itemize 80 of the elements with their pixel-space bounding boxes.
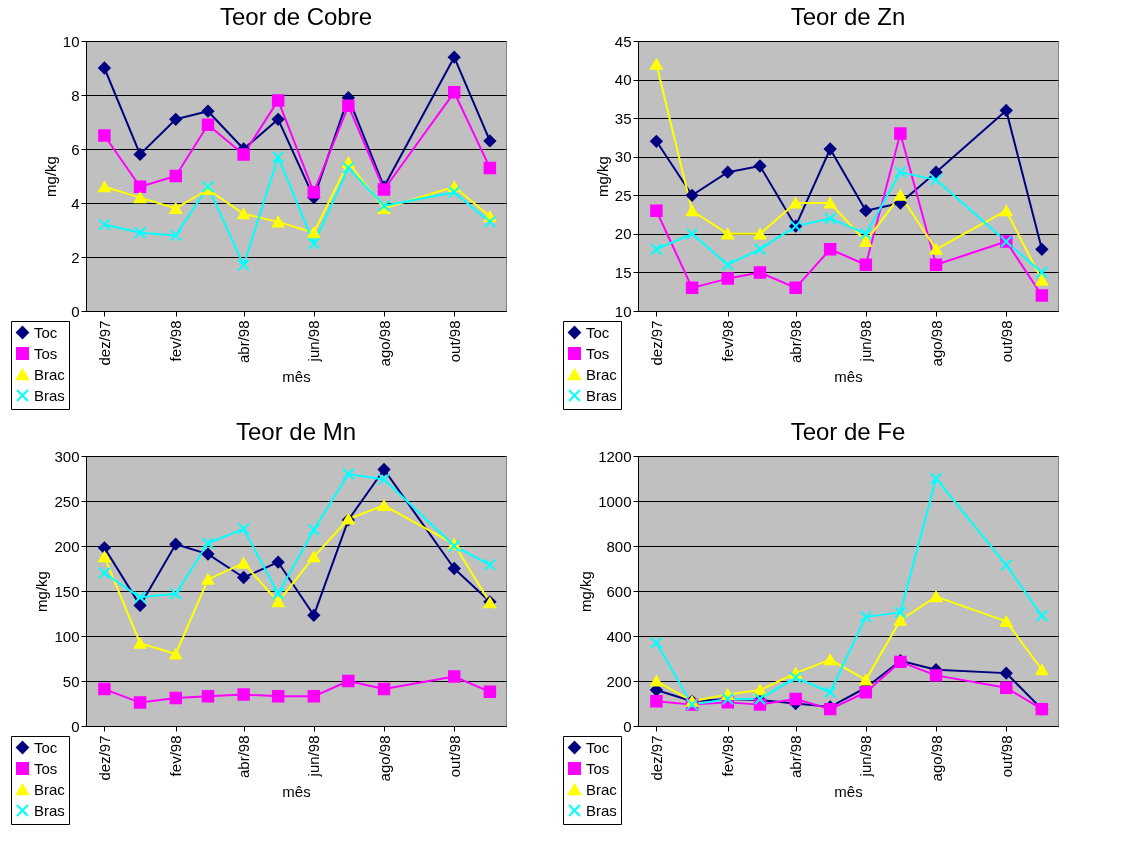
y-tick-label: 200 — [54, 537, 80, 555]
x-tick-label: jun/98 — [857, 320, 875, 363]
y-tick-label: 45 — [614, 32, 632, 50]
x-tick-label: dez/97 — [95, 735, 113, 781]
y-tick-label: 0 — [71, 302, 80, 320]
legend-label: Toc — [586, 323, 610, 341]
legend-label: Bras — [34, 801, 65, 819]
x-axis-title: mês — [282, 783, 311, 801]
y-tick-label: 2 — [71, 248, 80, 266]
legend-label: Tos — [586, 344, 610, 362]
y-tick-label: 30 — [614, 148, 632, 166]
x-tick-label: abr/98 — [787, 735, 805, 779]
y-tick-label: 250 — [54, 492, 80, 510]
x-axis-title: mês — [282, 368, 311, 386]
y-tick-label: 1200 — [598, 447, 632, 465]
legend-label: Brac — [586, 365, 618, 383]
x-tick-label: dez/97 — [95, 320, 113, 366]
legend-label: Bras — [586, 386, 617, 404]
legend-label: Toc — [586, 738, 610, 756]
y-tick-label: 150 — [54, 582, 80, 600]
legend-label: Brac — [34, 780, 66, 798]
legend-label: Brac — [34, 365, 66, 383]
x-tick-label: ago/98 — [375, 735, 393, 782]
x-tick-label: out/98 — [445, 735, 463, 778]
y-tick-label: 50 — [62, 672, 80, 690]
legend-label: Tos — [586, 759, 610, 777]
x-axis-title: mês — [834, 368, 863, 386]
y-tick-label: 0 — [623, 717, 632, 735]
y-tick-label: 4 — [71, 194, 80, 212]
x-tick-label: abr/98 — [235, 735, 253, 779]
y-tick-label: 1000 — [598, 492, 632, 510]
y-tick-label: 400 — [606, 627, 632, 645]
y-tick-label: 10 — [614, 302, 632, 320]
x-tick-label: fev/98 — [167, 320, 185, 362]
x-tick-label: abr/98 — [235, 320, 253, 364]
y-tick-label: 6 — [71, 140, 80, 158]
y-tick-label: 15 — [614, 263, 632, 281]
x-tick-label: out/98 — [997, 320, 1015, 363]
x-tick-label: fev/98 — [167, 735, 185, 777]
y-tick-label: 20 — [614, 225, 632, 243]
x-tick-label: ago/98 — [927, 735, 945, 782]
x-tick-label: jun/98 — [857, 735, 875, 778]
y-tick-label: 25 — [614, 186, 632, 204]
x-tick-label: ago/98 — [375, 320, 393, 367]
x-tick-label: dez/97 — [647, 735, 665, 781]
x-tick-label: ago/98 — [927, 320, 945, 367]
x-tick-label: dez/97 — [647, 320, 665, 366]
y-tick-label: 600 — [606, 582, 632, 600]
y-tick-label: 35 — [614, 109, 632, 127]
legend-label: Bras — [34, 386, 65, 404]
x-tick-label: abr/98 — [787, 320, 805, 364]
chart-title: Teor de Mn — [235, 418, 357, 445]
y-tick-label: 8 — [71, 86, 80, 104]
y-axis-title: mg/kg — [577, 571, 595, 612]
x-tick-label: out/98 — [997, 735, 1015, 778]
chart-title: Teor de Fe — [790, 418, 906, 445]
y-tick-label: 300 — [54, 447, 80, 465]
legend-label: Toc — [34, 738, 58, 756]
legend-label: Tos — [34, 759, 58, 777]
y-axis-title: mg/kg — [41, 156, 59, 197]
chart-title: Teor de Zn — [790, 3, 906, 30]
x-tick-label: jun/98 — [305, 735, 323, 778]
y-tick-label: 100 — [54, 627, 80, 645]
y-tick-label: 800 — [606, 537, 632, 555]
legend-label: Bras — [586, 801, 617, 819]
legend-label: Tos — [34, 344, 58, 362]
legend-label: Brac — [586, 780, 618, 798]
x-tick-label: out/98 — [445, 320, 463, 363]
chart-title: Teor de Cobre — [219, 3, 373, 30]
legend-label: Toc — [34, 323, 58, 341]
x-tick-label: jun/98 — [305, 320, 323, 363]
y-tick-label: 200 — [606, 672, 632, 690]
y-tick-label: 10 — [62, 32, 80, 50]
x-tick-label: fev/98 — [719, 735, 737, 777]
y-axis-title: mg/kg — [33, 571, 51, 612]
x-axis-title: mês — [834, 783, 863, 801]
y-tick-label: 40 — [614, 71, 632, 89]
y-axis-title: mg/kg — [593, 156, 611, 197]
x-tick-label: fev/98 — [719, 320, 737, 362]
y-tick-label: 0 — [71, 717, 80, 735]
